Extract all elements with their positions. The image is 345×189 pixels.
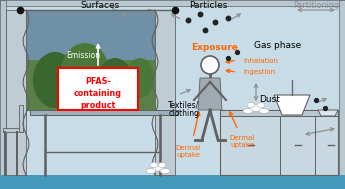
Polygon shape [274,95,310,115]
Ellipse shape [152,165,164,171]
Text: clothing: clothing [168,108,199,118]
Ellipse shape [247,102,255,108]
Text: Particles: Particles [189,1,227,9]
Ellipse shape [146,169,156,174]
Ellipse shape [150,163,158,167]
Text: uptake: uptake [230,142,254,148]
Bar [220,110,338,116]
Text: PFAS-: PFAS- [85,77,111,86]
Text: uptake: uptake [176,152,200,158]
Text: containing: containing [74,89,122,98]
Bar [220,110,338,175]
Bar [19,105,23,132]
Text: Dermal: Dermal [175,145,201,151]
Text: Exposure: Exposure [191,43,238,53]
Bar [58,68,138,110]
Ellipse shape [126,58,154,98]
Bar [339,0,345,189]
Bar [30,110,178,115]
Bar [3,128,23,132]
Polygon shape [318,110,338,116]
Ellipse shape [257,102,265,108]
Bar [6,10,26,175]
Text: Partitioning: Partitioning [293,1,339,9]
Text: Gas phase: Gas phase [254,40,302,50]
Text: Ingestion: Ingestion [243,69,275,75]
Circle shape [201,56,219,74]
Bar [0,0,345,6]
Bar [0,0,6,189]
Polygon shape [198,78,222,110]
Ellipse shape [160,169,170,174]
Bar [155,10,175,175]
Ellipse shape [97,58,133,106]
Ellipse shape [243,108,253,114]
Ellipse shape [249,105,263,112]
Text: Textiles/: Textiles/ [168,101,200,109]
Ellipse shape [158,163,166,167]
Text: Dust: Dust [259,95,280,105]
Ellipse shape [33,52,77,108]
Text: Dermal: Dermal [229,135,255,141]
Bar [26,10,155,110]
Ellipse shape [259,108,269,114]
Bar [26,60,155,110]
Text: Surfaces: Surfaces [80,1,120,9]
Text: Emission: Emission [66,51,100,60]
Bar [0,175,345,189]
Ellipse shape [60,43,110,107]
Text: Inhalation: Inhalation [243,58,278,64]
Text: product: product [80,101,116,110]
